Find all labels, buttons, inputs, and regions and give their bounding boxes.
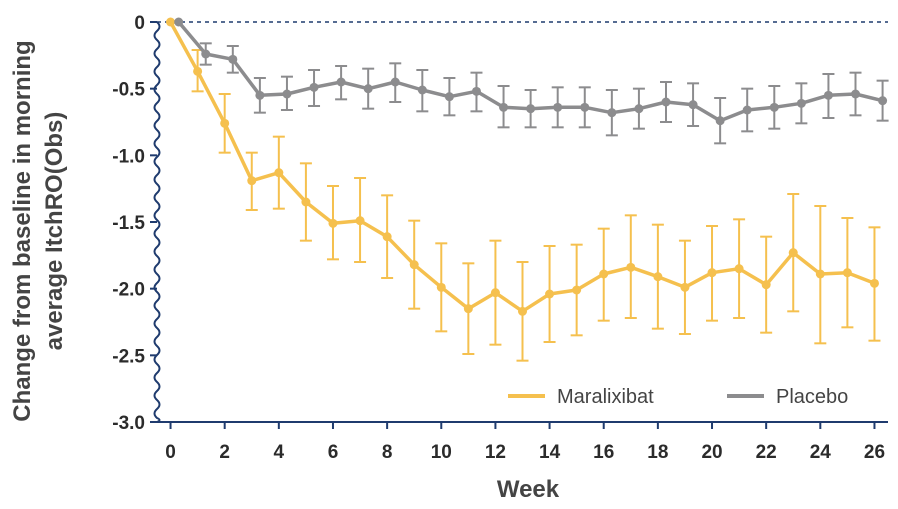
- data-point-placebo: [499, 102, 509, 112]
- y-tick-label: -1.0: [112, 146, 145, 167]
- legend-item-placebo: Placebo: [727, 386, 848, 408]
- x-tick-label: 26: [864, 442, 885, 463]
- data-point-placebo: [688, 100, 698, 110]
- data-point-placebo: [634, 104, 644, 114]
- axes: [150, 21, 888, 429]
- data-point-maralixibat: [301, 197, 311, 207]
- legend-label: Placebo: [776, 386, 848, 408]
- data-point-placebo: [526, 104, 536, 114]
- data-point-maralixibat: [274, 168, 284, 178]
- data-point-maralixibat: [518, 306, 527, 316]
- y-tick-label: -2.5: [112, 346, 145, 367]
- data-point-placebo: [796, 98, 806, 108]
- x-tick-label: 12: [485, 442, 506, 463]
- y-axis-title-line-1: Change from baseline in morning: [9, 40, 36, 421]
- data-point-placebo: [553, 102, 563, 112]
- x-tick-label: 8: [382, 442, 393, 463]
- y-tick-label: -2.0: [112, 280, 145, 301]
- data-point-placebo: [769, 102, 779, 112]
- data-point-maralixibat: [545, 289, 555, 299]
- data-point-maralixibat: [653, 272, 663, 282]
- legend-item-maralixibat: Maralixibat: [508, 386, 654, 408]
- data-point-placebo: [363, 84, 373, 94]
- x-tick-label: 18: [647, 442, 668, 463]
- data-point-placebo: [255, 90, 265, 100]
- data-point-placebo: [878, 96, 888, 106]
- data-point-placebo: [201, 49, 211, 59]
- data-point-maralixibat: [599, 269, 609, 279]
- data-point-maralixibat: [409, 260, 419, 270]
- x-tick-label: 20: [701, 442, 722, 463]
- data-point-placebo: [228, 54, 238, 64]
- data-point-placebo: [282, 89, 292, 99]
- data-point-placebo: [336, 77, 346, 87]
- series-placebo: [174, 17, 889, 145]
- data-point-maralixibat: [355, 216, 365, 226]
- data-point-placebo: [309, 82, 319, 92]
- data-point-placebo: [742, 105, 752, 115]
- x-tick-label: 22: [756, 442, 777, 463]
- data-point-placebo: [823, 90, 833, 100]
- data-point-maralixibat: [328, 218, 338, 228]
- data-point-maralixibat: [247, 176, 257, 186]
- data-point-maralixibat: [707, 268, 717, 278]
- legend: Maralixibat Placebo: [508, 386, 848, 408]
- y-tick-label: 0: [134, 13, 145, 34]
- x-tick-label: 10: [431, 442, 452, 463]
- x-tick-label: 16: [593, 442, 614, 463]
- data-point-placebo: [607, 108, 617, 118]
- x-tick-label: 6: [328, 442, 339, 463]
- data-point-placebo: [417, 85, 427, 95]
- x-tick-label: 0: [165, 442, 176, 463]
- y-axis-title-line-2: average ItchRO(Obs): [41, 112, 68, 351]
- data-point-placebo: [390, 77, 400, 87]
- data-point-maralixibat: [220, 118, 230, 128]
- y-tick-label: -1.5: [112, 213, 145, 234]
- x-tick-label: 14: [539, 442, 561, 463]
- data-point-maralixibat: [788, 248, 798, 258]
- series-maralixibat: [166, 17, 881, 362]
- tick-labels: 0-0.5-1.0-1.5-2.0-2.5-3.00 2 4 6 8 10 12 14 16 18…: [112, 13, 885, 463]
- data-point-placebo: [851, 89, 861, 99]
- data-point-maralixibat: [734, 264, 744, 274]
- data-point-maralixibat: [166, 17, 176, 27]
- data-point-placebo: [174, 17, 184, 27]
- data-point-placebo: [661, 97, 671, 107]
- data-point-maralixibat: [761, 280, 771, 290]
- x-axis-title: Week: [497, 476, 560, 503]
- x-tick-label: 4: [274, 442, 285, 463]
- x-tick-label: 2: [219, 442, 230, 463]
- data-point-maralixibat: [463, 304, 473, 314]
- data-point-maralixibat: [572, 285, 582, 295]
- data-point-maralixibat: [842, 268, 852, 278]
- data-point-maralixibat: [680, 282, 690, 292]
- data-point-placebo: [471, 86, 481, 96]
- data-point-maralixibat: [869, 278, 879, 288]
- data-point-maralixibat: [382, 232, 392, 242]
- y-tick-label: -0.5: [112, 80, 145, 101]
- series-layer: [166, 17, 889, 362]
- data-point-maralixibat: [436, 282, 446, 292]
- data-point-placebo: [715, 116, 725, 126]
- y-tick-label: -3.0: [112, 413, 145, 434]
- data-point-maralixibat: [490, 288, 500, 298]
- data-point-maralixibat: [193, 66, 203, 76]
- x-tick-label: 24: [810, 442, 832, 463]
- data-point-placebo: [580, 102, 590, 112]
- data-point-placebo: [444, 92, 454, 102]
- legend-label: Maralixibat: [557, 386, 654, 408]
- data-point-maralixibat: [626, 262, 636, 272]
- data-point-maralixibat: [815, 269, 825, 279]
